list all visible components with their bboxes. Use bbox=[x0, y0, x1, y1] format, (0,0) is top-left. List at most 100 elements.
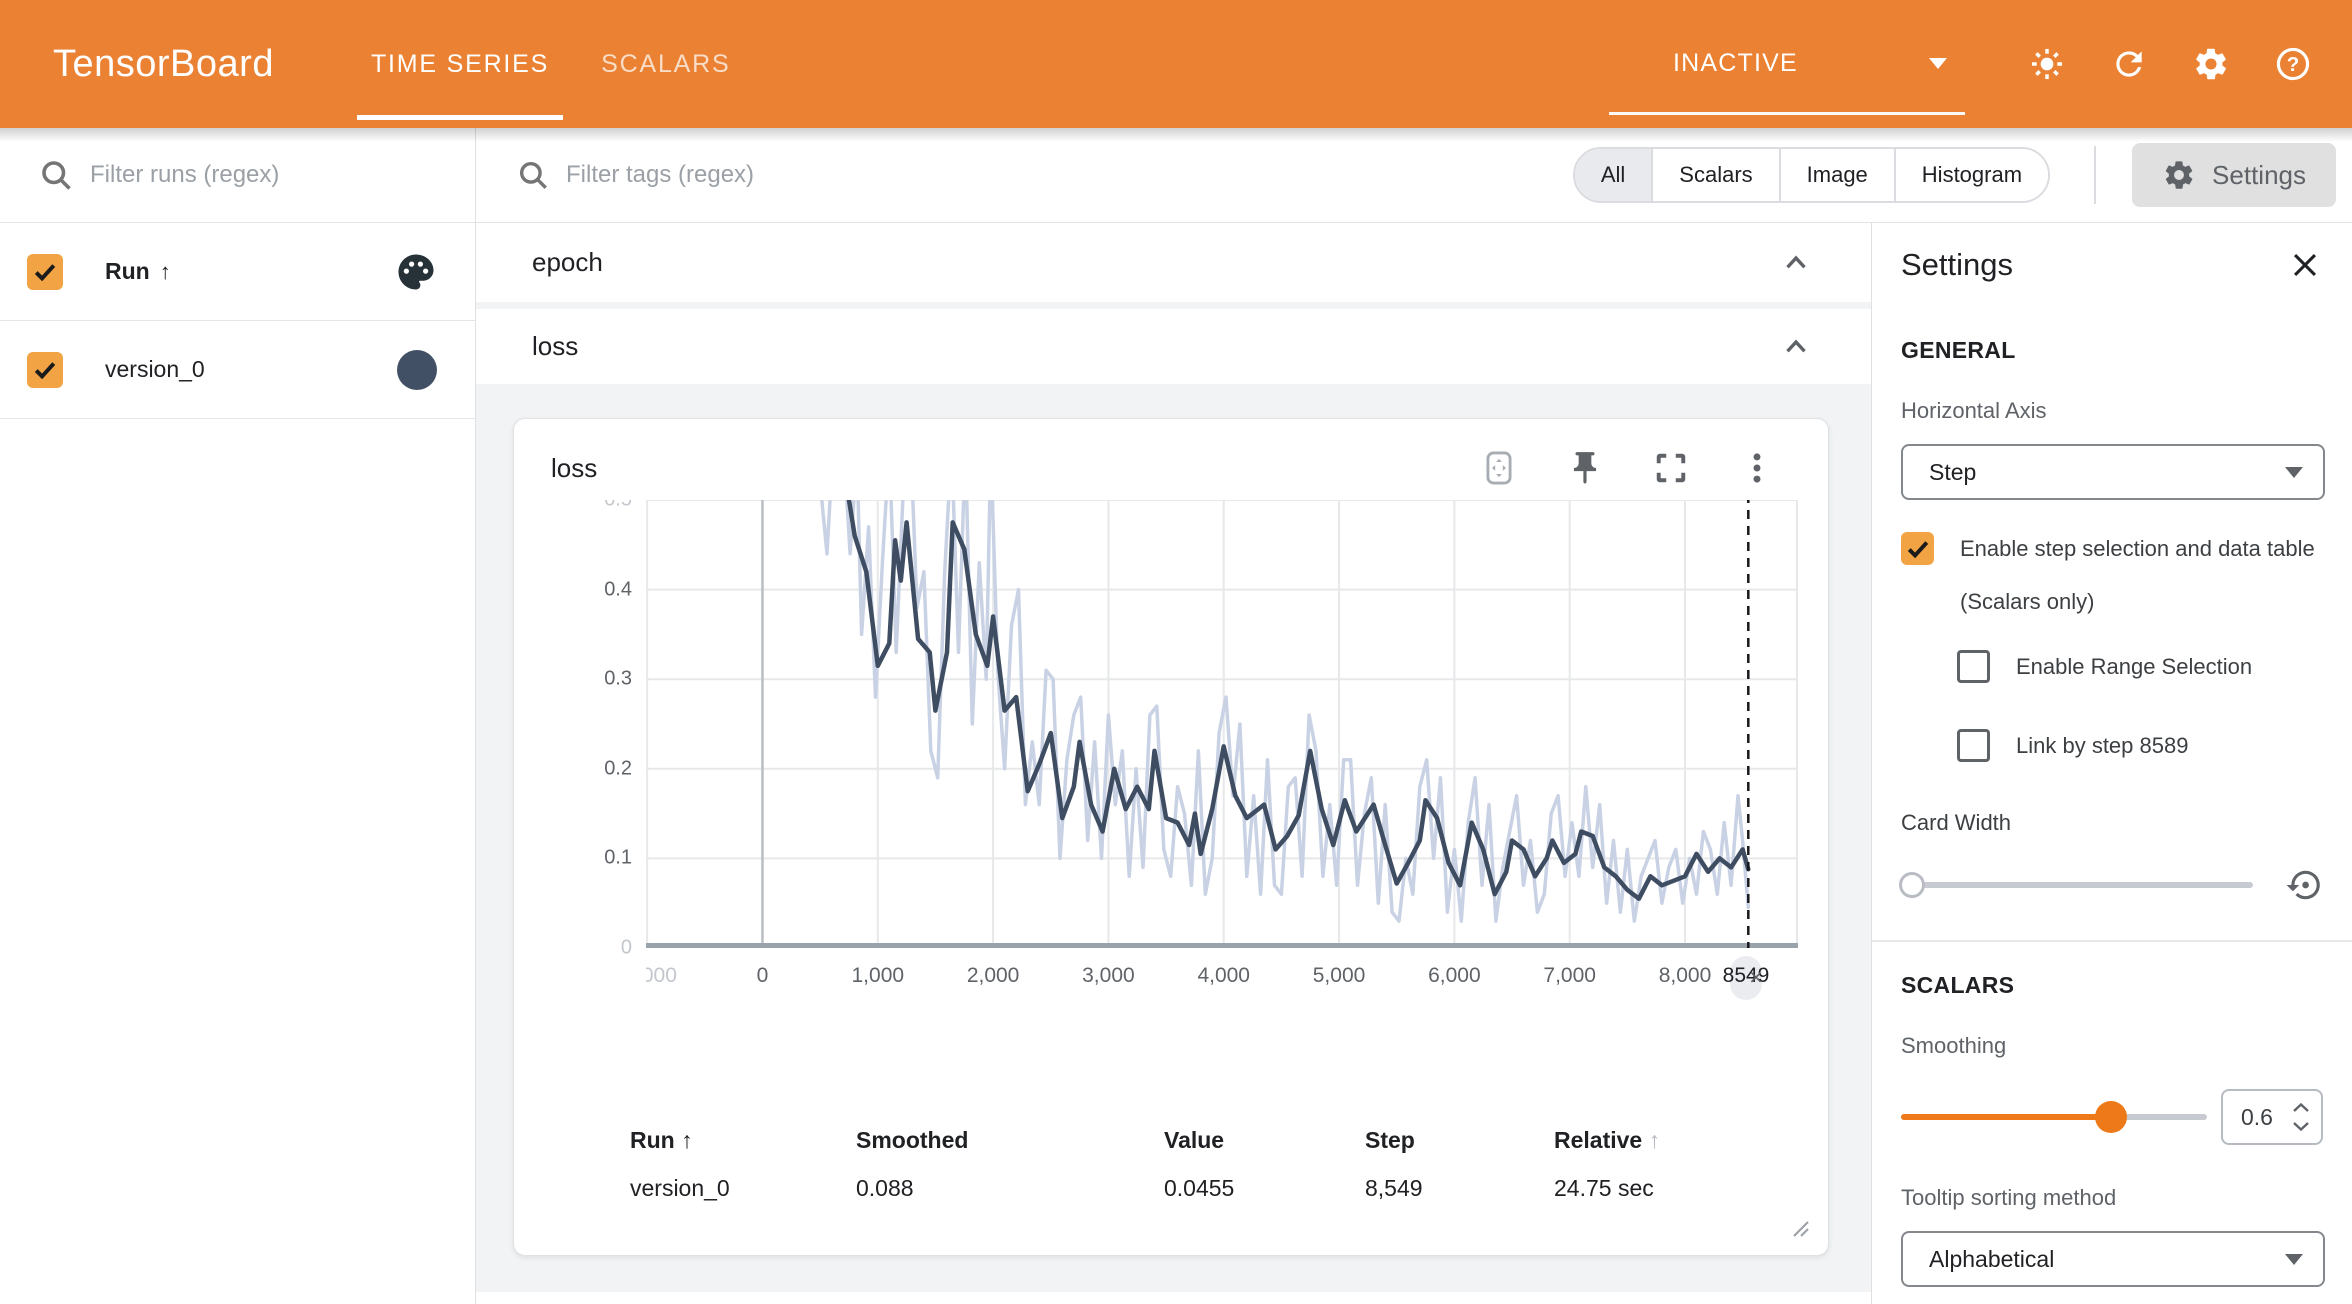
svg-text:?: ? bbox=[2287, 53, 2300, 76]
step-selection-note: (Scalars only) bbox=[1960, 589, 2095, 614]
fullscreen-icon[interactable] bbox=[1652, 449, 1690, 487]
horizontal-axis-select[interactable]: Step bbox=[1901, 444, 2325, 500]
step-up-icon bbox=[2293, 1102, 2309, 1112]
step-selection-label: Enable step selection and data table bbox=[1960, 536, 2315, 561]
card-width-label: Card Width bbox=[1901, 810, 2012, 835]
cell-value: 0.0455 bbox=[1164, 1174, 1235, 1201]
filter-pill-histogram[interactable]: Histogram bbox=[1893, 149, 2049, 201]
loss-chart[interactable]: 0 0.1 0.2 0.3 0.4 0.5 8549 × -1,000 0 1,000 2,00… bbox=[514, 500, 1828, 1000]
refresh-icon[interactable] bbox=[2107, 42, 2151, 86]
sort-arrow-icon: ↑ bbox=[681, 1126, 693, 1153]
filter-pill-all[interactable]: All bbox=[1574, 149, 1652, 201]
palette-icon[interactable] bbox=[395, 251, 437, 293]
smoothing-slider[interactable] bbox=[1901, 1101, 2207, 1133]
card-width-slider[interactable] bbox=[1899, 872, 2253, 898]
x-tick-label: -1,000 bbox=[646, 964, 677, 987]
tooltip-sorting-select[interactable]: Alphabetical bbox=[1901, 1231, 2325, 1287]
tooltip-sorting-label: Tooltip sorting method bbox=[1901, 1185, 2117, 1210]
header-actions: INACTIVE bbox=[1609, 0, 2352, 128]
x-tick-label: 2,000 bbox=[966, 964, 1020, 987]
settings-panel: Settings GENERAL Horizontal Axis Step bbox=[1871, 223, 2352, 1304]
close-icon[interactable] bbox=[2288, 248, 2322, 282]
gear-icon[interactable] bbox=[2189, 42, 2233, 86]
tab-scalars[interactable]: SCALARS bbox=[601, 49, 731, 78]
stepper-arrows[interactable] bbox=[2291, 1101, 2311, 1133]
section-epoch[interactable]: epoch bbox=[476, 223, 1871, 302]
x-axis-labels: 8549 × -1,000 0 1,000 2,000 3,000 4,000 5,000 6… bbox=[646, 956, 1798, 1000]
section-loss[interactable]: loss bbox=[476, 309, 1871, 384]
step-selection-row: Enable step selection and data table (Sc… bbox=[1901, 532, 2323, 618]
check-icon bbox=[1907, 540, 1928, 558]
tab-time-series[interactable]: TIME SERIES bbox=[345, 0, 575, 128]
general-heading: GENERAL bbox=[1901, 337, 2016, 363]
app-header: TensorBoard TIME SERIES SCALARS INACTIVE bbox=[0, 0, 2352, 142]
y-tick-label: 0.2 bbox=[604, 757, 632, 780]
search-icon bbox=[42, 161, 71, 190]
search-icon bbox=[519, 161, 547, 189]
card-width-slider-thumb[interactable] bbox=[1899, 872, 1925, 898]
run-data-table: Run ↑ Smoothed Value Step Relative ↑ ver… bbox=[514, 1116, 1828, 1212]
smoothing-number-input[interactable]: 0.6 bbox=[2221, 1089, 2323, 1145]
x-tick-label: 3,000 bbox=[1082, 964, 1135, 987]
chevron-down-icon bbox=[2285, 1253, 2303, 1265]
settings-button[interactable]: Settings bbox=[2132, 143, 2336, 207]
col-run[interactable]: Run ↑ bbox=[630, 1126, 693, 1153]
reload-status-select[interactable]: INACTIVE bbox=[1609, 15, 1965, 115]
more-options-icon[interactable] bbox=[1738, 449, 1776, 487]
run-column-header[interactable]: Run bbox=[105, 258, 150, 284]
main-content: epoch loss loss bbox=[476, 223, 1871, 1304]
pin-icon[interactable] bbox=[1566, 449, 1604, 487]
pan-mode-icon[interactable] bbox=[1480, 449, 1518, 487]
cell-run: version_0 bbox=[630, 1174, 730, 1201]
x-tick-label: 5,000 bbox=[1312, 964, 1366, 987]
smoothing-slider-thumb[interactable] bbox=[2095, 1101, 2127, 1133]
smoothing-label: Smoothing bbox=[1901, 1033, 2007, 1058]
run-row-version-0[interactable]: version_0 bbox=[0, 321, 475, 419]
run-checkbox[interactable] bbox=[27, 351, 63, 388]
sort-arrow-icon: ↑ bbox=[1648, 1126, 1661, 1153]
chevron-down-icon bbox=[1929, 58, 1947, 69]
sort-arrow-icon: ↑ bbox=[159, 258, 171, 284]
brightness-icon[interactable] bbox=[2025, 42, 2069, 86]
range-selection-row: Enable Range Selection bbox=[1957, 650, 2323, 683]
step-selection-checkbox[interactable] bbox=[1901, 532, 1934, 565]
top-tabs: TIME SERIES SCALARS bbox=[345, 0, 756, 128]
reset-card-width-icon[interactable] bbox=[2285, 866, 2323, 904]
filter-pill-image[interactable]: Image bbox=[1778, 149, 1894, 201]
scalars-heading: SCALARS bbox=[1901, 972, 2015, 998]
check-icon bbox=[34, 361, 56, 379]
filter-pill-scalars[interactable]: Scalars bbox=[1651, 149, 1779, 201]
x-tick-label: 8,000 bbox=[1658, 964, 1712, 987]
cell-step: 8,549 bbox=[1365, 1174, 1423, 1201]
filter-tags-input[interactable] bbox=[566, 161, 1066, 189]
run-select-all-checkbox[interactable] bbox=[27, 253, 63, 290]
table-row[interactable]: version_0 0.088 0.0455 8,549 24.75 sec bbox=[514, 1164, 1828, 1212]
filter-runs-input[interactable] bbox=[90, 161, 390, 189]
y-tick-label: 0.4 bbox=[604, 578, 632, 601]
y-tick-label: 0.1 bbox=[604, 846, 632, 869]
col-value[interactable]: Value bbox=[1164, 1126, 1225, 1153]
col-relative[interactable]: Relative ↑ bbox=[1554, 1126, 1661, 1153]
chevron-up-icon[interactable] bbox=[1779, 246, 1813, 280]
selected-step-chip[interactable]: 8549 × bbox=[1723, 956, 1769, 1000]
runs-sidebar: Run ↑ version_0 bbox=[0, 128, 476, 1304]
status-value: INACTIVE bbox=[1673, 49, 1798, 77]
cell-relative: 24.75 sec bbox=[1554, 1174, 1654, 1201]
x-tick-label: 0 bbox=[756, 964, 769, 987]
chip-close-icon[interactable]: × bbox=[1749, 964, 1763, 990]
chart-plot-area[interactable] bbox=[646, 500, 1798, 948]
x-tick-label: 6,000 bbox=[1428, 964, 1481, 987]
help-icon[interactable]: ? bbox=[2271, 42, 2315, 86]
col-step[interactable]: Step bbox=[1365, 1126, 1415, 1153]
horizontal-axis-label: Horizontal Axis bbox=[1901, 398, 2047, 423]
chevron-up-icon[interactable] bbox=[1779, 330, 1813, 364]
col-smoothed[interactable]: Smoothed bbox=[856, 1126, 969, 1153]
chevron-down-icon bbox=[2285, 466, 2303, 478]
check-icon bbox=[34, 263, 56, 281]
y-tick-label: 0.3 bbox=[604, 667, 632, 690]
link-by-step-checkbox[interactable] bbox=[1957, 729, 1990, 762]
range-selection-checkbox[interactable] bbox=[1957, 650, 1990, 683]
card-resize-handle[interactable] bbox=[1788, 1216, 1810, 1243]
run-color-swatch[interactable] bbox=[397, 349, 437, 390]
